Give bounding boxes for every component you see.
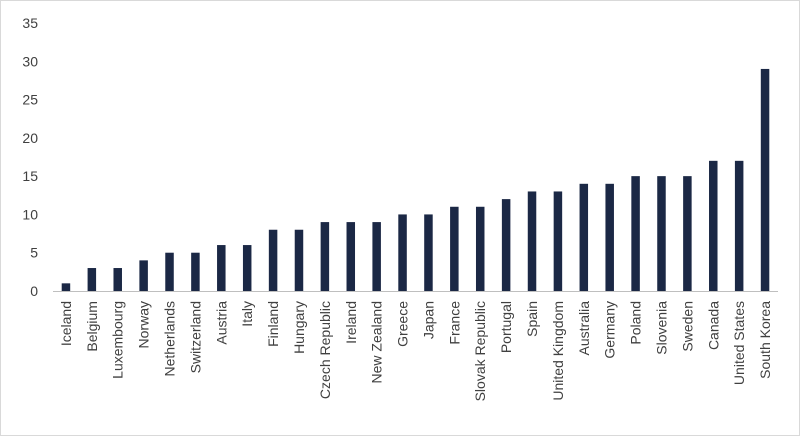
bar-new-zealand [372,222,381,291]
x-tick-label: Ireland [343,301,359,344]
bar-netherlands [165,252,174,291]
bar-japan [424,214,433,291]
x-tick-label: Hungary [291,301,307,354]
bar-finland [268,229,278,291]
bar-germany [605,183,614,291]
bar-iceland [61,283,71,291]
bar-italy [242,245,252,291]
bar-slovak-republic [475,206,485,291]
y-tick-label: 15 [22,168,38,184]
x-tick-label: Greece [395,301,411,347]
x-axis-tick-labels: Iceland Belgium Luxembourg Norway Netherland… [58,301,773,402]
bar-united-states [734,160,744,291]
bar-switzerland [191,252,200,291]
x-tick-label: Germany [602,301,618,359]
x-tick-label: Czech Republic [317,301,333,399]
x-tick-label: Norway [136,301,152,348]
bar-belgium [87,268,97,291]
x-tick-label: France [446,301,462,345]
y-tick-label: 0 [30,283,38,299]
x-tick-label: Austria [213,301,229,345]
bar-norway [139,260,148,291]
x-tick-label: Poland [628,301,644,345]
x-tick-label: Luxembourg [110,301,126,379]
x-tick-label: Iceland [58,301,74,346]
x-tick-label: Italy [239,301,255,327]
x-tick-label: Slovak Republic [472,301,488,401]
bar-australia [579,183,589,291]
y-tick-label: 30 [22,53,38,69]
bar-hungary [294,229,304,291]
x-tick-label: New Zealand [369,301,385,384]
x-tick-label: Slovenia [653,301,669,355]
x-tick-label: South Korea [757,301,773,379]
bar-portugal [501,199,511,291]
bar-ireland [346,222,356,291]
bar-luxembourg [113,268,122,291]
bar-south-korea [760,68,770,291]
y-tick-label: 5 [30,245,38,261]
x-tick-label: Spain [524,301,540,337]
x-tick-label: Netherlands [162,301,178,377]
x-tick-label: Canada [705,301,721,350]
x-tick-label: United Kingdom [550,301,566,401]
bar-united-kingdom [553,191,563,291]
y-axis-tick-labels: 0 5 10 15 20 25 30 35 [22,15,38,299]
bar-poland [631,176,640,291]
y-tick-label: 10 [22,206,38,222]
x-tick-label: Finland [265,301,281,347]
bar-spain [527,191,537,291]
y-tick-label: 35 [22,15,38,31]
bar-france [450,206,459,291]
bar-canada [709,160,718,291]
x-tick-label: Portugal [498,301,514,353]
bar-austria [217,245,226,291]
bar-czech-republic [320,222,330,291]
x-tick-label: Japan [420,301,436,339]
bar-slovenia [657,176,666,291]
y-tick-label: 25 [22,92,38,108]
x-tick-label: Belgium [84,301,100,352]
x-tick-label: Switzerland [187,301,203,373]
x-tick-label: Sweden [679,301,695,352]
y-tick-label: 20 [22,130,38,146]
x-tick-label: Australia [576,301,592,356]
bar-greece [398,214,407,291]
bar-sweden [683,176,692,291]
bars-group [61,68,770,291]
x-tick-label: United States [731,301,747,385]
